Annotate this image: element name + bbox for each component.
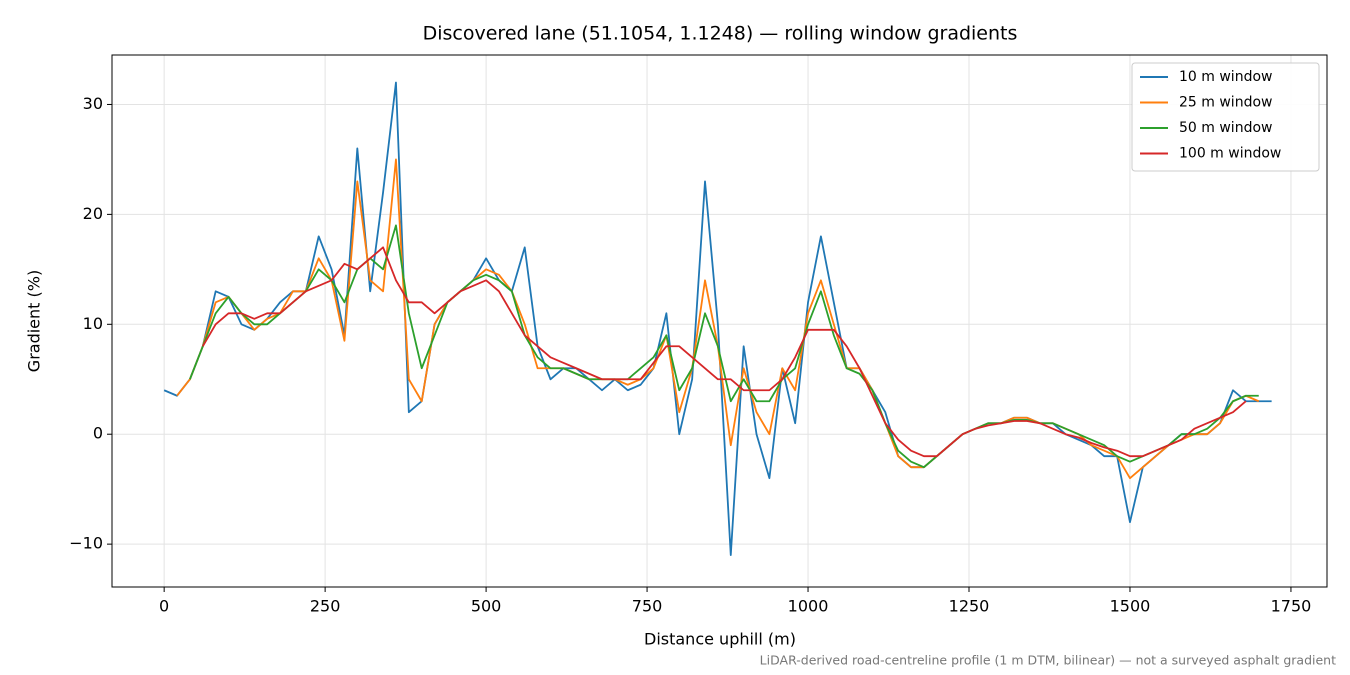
legend-label: 50 m window [1179, 120, 1272, 136]
x-tick-label: 1250 [949, 597, 990, 616]
y-tick-label: 0 [93, 424, 103, 443]
x-tick-label: 1000 [788, 597, 829, 616]
data-line [163, 81, 1272, 557]
x-tick-label: 1750 [1271, 597, 1312, 616]
x-axis-label: Distance uphill (m) [644, 630, 796, 649]
legend-label: 10 m window [1179, 69, 1272, 85]
legend-label: 25 m window [1179, 95, 1272, 111]
plot-frame [111, 54, 1328, 588]
x-tick-label: 750 [632, 597, 663, 616]
x-tick-label: 1500 [1110, 597, 1151, 616]
x-tick-label: 250 [310, 597, 341, 616]
footnote: LiDAR-derived road-centreline profile (1… [760, 653, 1336, 668]
legend-box [1131, 62, 1320, 172]
x-tick-label: 0 [159, 597, 169, 616]
chart-title: Discovered lane (51.1054, 1.1248) — roll… [423, 23, 1018, 45]
y-tick-label: 30 [83, 94, 103, 113]
y-axis-label: Gradient (%) [25, 270, 44, 372]
y-tick-label: 10 [83, 314, 103, 333]
y-tick-label: −10 [69, 534, 103, 553]
data-line [202, 246, 1247, 458]
x-tick-label: 500 [471, 597, 502, 616]
legend-label: 100 m window [1179, 146, 1281, 162]
y-tick-label: 20 [83, 204, 103, 223]
